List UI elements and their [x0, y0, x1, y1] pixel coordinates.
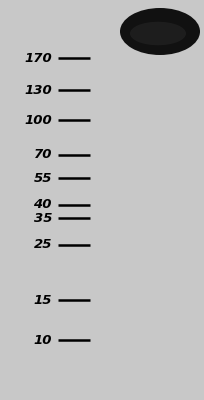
- Text: 100: 100: [24, 114, 52, 126]
- Text: 130: 130: [24, 84, 52, 96]
- Text: 40: 40: [33, 198, 52, 212]
- Text: 10: 10: [33, 334, 52, 346]
- Text: 170: 170: [24, 52, 52, 64]
- Ellipse shape: [120, 8, 200, 55]
- Text: 25: 25: [33, 238, 52, 252]
- Text: 55: 55: [33, 172, 52, 184]
- Ellipse shape: [130, 22, 186, 45]
- Text: 35: 35: [33, 212, 52, 224]
- Text: 70: 70: [33, 148, 52, 162]
- Text: 15: 15: [33, 294, 52, 306]
